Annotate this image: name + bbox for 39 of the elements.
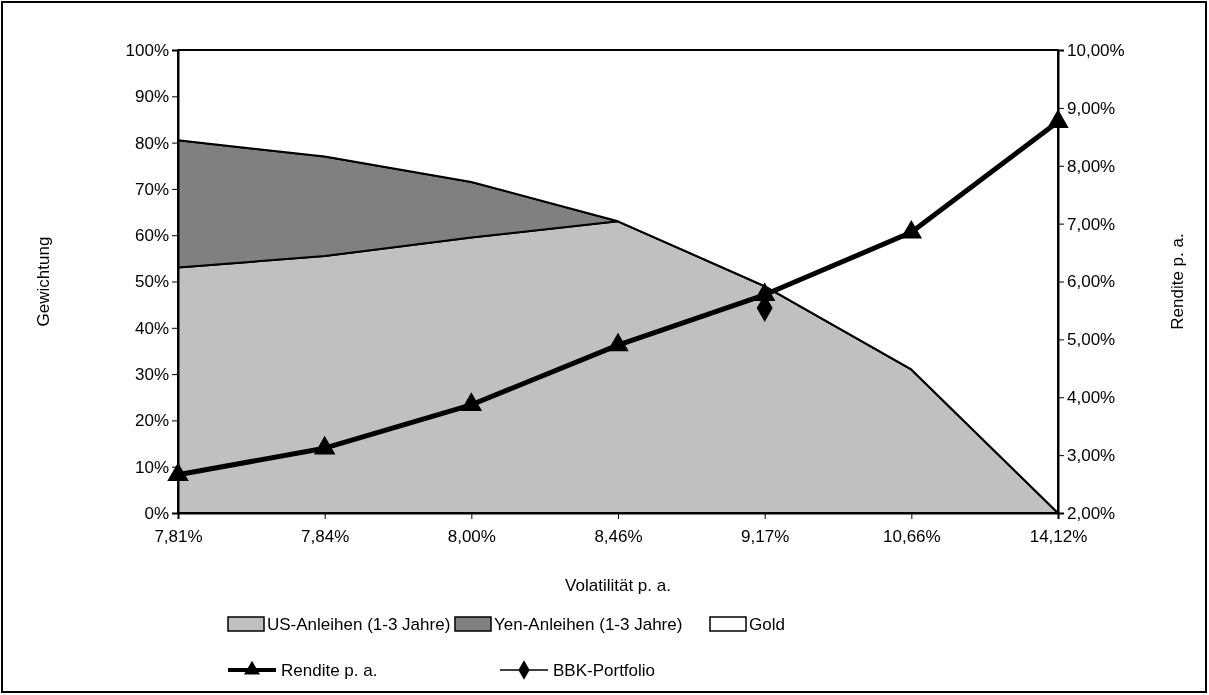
y2-tick-label: 2,00% [1067,503,1116,523]
point [607,332,629,352]
y-tick-label: 70% [134,179,169,199]
point [460,392,483,411]
x-tick-label: 14,12% [1029,527,1088,547]
y2-tick-label: 5,00% [1067,330,1116,350]
y-tick-label: 80% [134,133,169,153]
y2-tick-label: 9,00% [1067,98,1116,118]
y2-tick-label: 10,00% [1067,40,1125,60]
point [313,435,336,455]
y-tick-label: 100% [125,40,169,60]
x-tick-label: 8,46% [594,527,643,547]
y-tick-label: 60% [134,226,169,246]
y2-tick-label: 3,00% [1067,446,1116,466]
x-axis-title: Volatilität p. a. [565,576,671,595]
y-tick-label: 40% [134,318,169,338]
x-tick-label: 8,00% [447,527,496,547]
legend-label: Yen-Anleihen (1-3 Jahre) [494,615,683,634]
legend-label: US-Anleihen (1-3 Jahre) [267,615,451,634]
x-tick-label: 10,66% [883,527,941,547]
y-tick-label: 0% [144,503,169,523]
x-tick-label: 7,81% [154,527,203,547]
legend-label: Rendite p. a. [281,661,378,680]
y-tick-label: 50% [134,272,169,292]
y-tick-label: 90% [134,87,169,107]
point [900,219,923,239]
x-tick-label: 7,84% [301,527,350,547]
y2-tick-label: 6,00% [1067,272,1116,292]
legend-label: BBK-Portfolio [553,661,656,680]
y2-axis-title: Rendite p. a. [1168,233,1187,330]
y-tick-label: 30% [134,365,169,385]
y-tick-label: 10% [134,457,169,477]
x-tick-label: 9,17% [741,527,790,547]
y2-tick-label: 7,00% [1067,214,1116,234]
y-axis-title: Gewichtung [34,236,53,327]
y-tick-label: 20% [134,411,169,431]
y2-tick-label: 4,00% [1067,388,1116,408]
y2-tick-label: 8,00% [1067,156,1116,176]
legend-label: Gold [749,615,785,634]
